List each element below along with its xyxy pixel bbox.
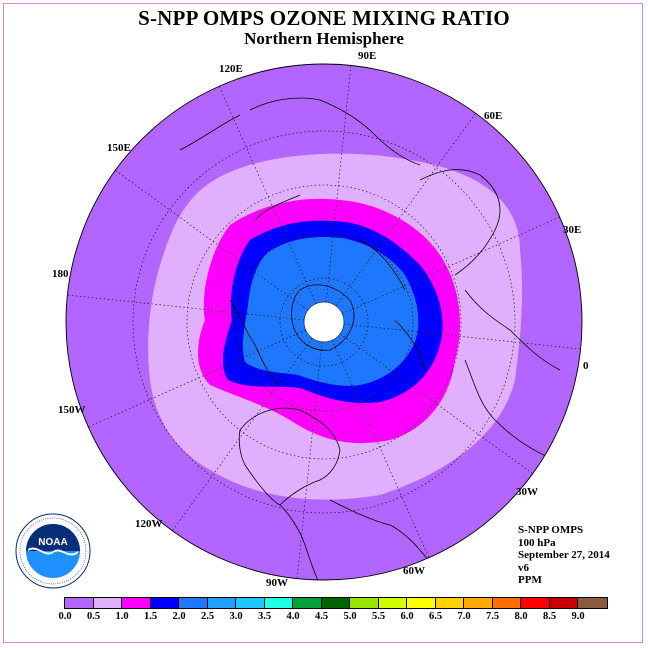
colorbar-tick-label: 3.5 <box>257 611 272 622</box>
info-units: PPM <box>518 574 542 586</box>
colorbar-tick-label: 5.5 <box>371 611 386 622</box>
hemisphere-boundary <box>65 63 583 581</box>
colorbar-tick-label: 8.5 <box>542 611 557 622</box>
colorbar-tick-label: 5.0 <box>343 611 357 622</box>
lon-label-120w: 120W <box>135 518 163 530</box>
lon-label-150e: 150E <box>107 142 131 154</box>
colorbar-segment <box>492 598 521 608</box>
coastlines <box>179 97 561 580</box>
lon-label-180: 180 <box>52 268 69 280</box>
colorbar-tick-label: 6.0 <box>400 611 414 622</box>
colorbar-segment <box>350 598 379 608</box>
colorbar-tick-label: 1.5 <box>143 611 158 622</box>
colorbar-tick-label: 8.0 <box>514 611 528 622</box>
polar-missing-data <box>303 301 345 343</box>
lon-label-0: 0 <box>583 360 589 372</box>
colorbar-segment <box>207 598 236 608</box>
colorbar-tick-label: 4.5 <box>314 611 329 622</box>
colorbar-tick-label: 4.0 <box>286 611 300 622</box>
map-title: S-NPP OMPS OZONE MIXING RATIO <box>138 6 510 30</box>
colorbar-tick-label: 6.5 <box>428 611 443 622</box>
colorbar-tick-label: 7.0 <box>457 611 471 622</box>
colorbar-tick-label: 0.0 <box>58 611 72 622</box>
colorbar-segment <box>293 598 322 608</box>
lon-label-30e: 30E <box>563 224 582 236</box>
colorbar-segment <box>464 598 493 608</box>
info-block: S-NPP OMPS 100 hPa September 27, 2014 v6… <box>518 524 610 587</box>
lon-label-60e: 60E <box>484 110 503 122</box>
lon-label-90w: 90W <box>266 577 288 589</box>
colorbar-tick-label: 0.5 <box>86 611 101 622</box>
lon-label-150w: 150W <box>58 404 86 416</box>
colorbar-segment <box>521 598 550 608</box>
colorbar-tick-label: 3.0 <box>229 611 243 622</box>
colorbar-segment <box>578 598 607 608</box>
colorbar-segment <box>378 598 407 608</box>
lon-label-120e: 120E <box>219 63 243 75</box>
colorbar-segment <box>435 598 464 608</box>
colorbar-tick-label: 2.5 <box>200 611 215 622</box>
colorbar-segment <box>321 598 350 608</box>
colorbar-segment <box>65 598 94 608</box>
colorbar-segment <box>150 598 179 608</box>
colorbar-segment <box>549 598 578 608</box>
colorbar <box>64 597 608 609</box>
noaa-logo: NOAA <box>15 513 91 589</box>
info-instrument: S-NPP OMPS <box>518 524 584 536</box>
lon-label-60w: 60W <box>403 565 425 577</box>
colorbar-segment <box>93 598 122 608</box>
colorbar-segment <box>264 598 293 608</box>
logo-text: NOAA <box>38 537 67 548</box>
colorbar-tick-label: 7.5 <box>485 611 500 622</box>
colorbar-segment <box>407 598 436 608</box>
colorbar-ticks: 0.0 0.5 1.0 1.5 2.0 2.5 3.0 3.5 4.0 4.5 5.0 5.5 6.0 6… <box>0 611 648 625</box>
colorbar-segment <box>236 598 265 608</box>
colorbar-segment <box>179 598 208 608</box>
info-version: v6 <box>518 561 529 574</box>
colorbar-tick-label: 1.0 <box>115 611 129 622</box>
lon-label-90e: 90E <box>358 50 377 62</box>
info-date: September 27, 2014 <box>518 549 610 561</box>
colorbar-tick-label: 2.0 <box>172 611 186 622</box>
info-level: 100 hPa <box>518 536 556 549</box>
colorbar-segment <box>122 598 151 608</box>
map-subtitle: Northern Hemisphere <box>244 29 404 48</box>
latitude-circles <box>132 130 516 514</box>
colorbar-tick-label: 9.0 <box>571 611 585 622</box>
figure-frame <box>3 3 643 643</box>
lon-label-30w: 30W <box>516 486 538 498</box>
